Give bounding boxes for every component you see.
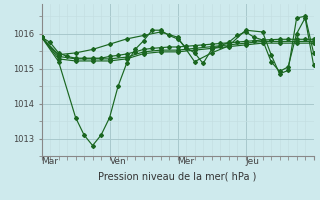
Text: Mer: Mer — [178, 157, 195, 166]
Text: Jeu: Jeu — [246, 157, 260, 166]
Text: Ven: Ven — [109, 157, 126, 166]
X-axis label: Pression niveau de la mer( hPa ): Pression niveau de la mer( hPa ) — [99, 171, 257, 181]
Text: Mar: Mar — [42, 157, 59, 166]
